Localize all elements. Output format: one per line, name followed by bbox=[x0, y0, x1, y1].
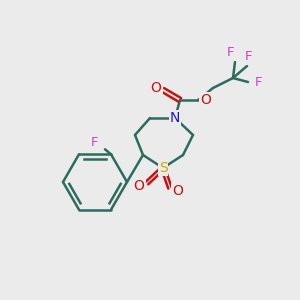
Text: O: O bbox=[172, 184, 183, 198]
Text: F: F bbox=[245, 50, 253, 64]
Text: O: O bbox=[151, 81, 161, 95]
Text: F: F bbox=[91, 136, 99, 149]
Text: F: F bbox=[254, 76, 262, 89]
Text: N: N bbox=[170, 111, 180, 125]
Text: O: O bbox=[134, 179, 144, 193]
Text: S: S bbox=[159, 161, 167, 175]
Text: F: F bbox=[227, 46, 235, 59]
Text: O: O bbox=[201, 93, 212, 107]
